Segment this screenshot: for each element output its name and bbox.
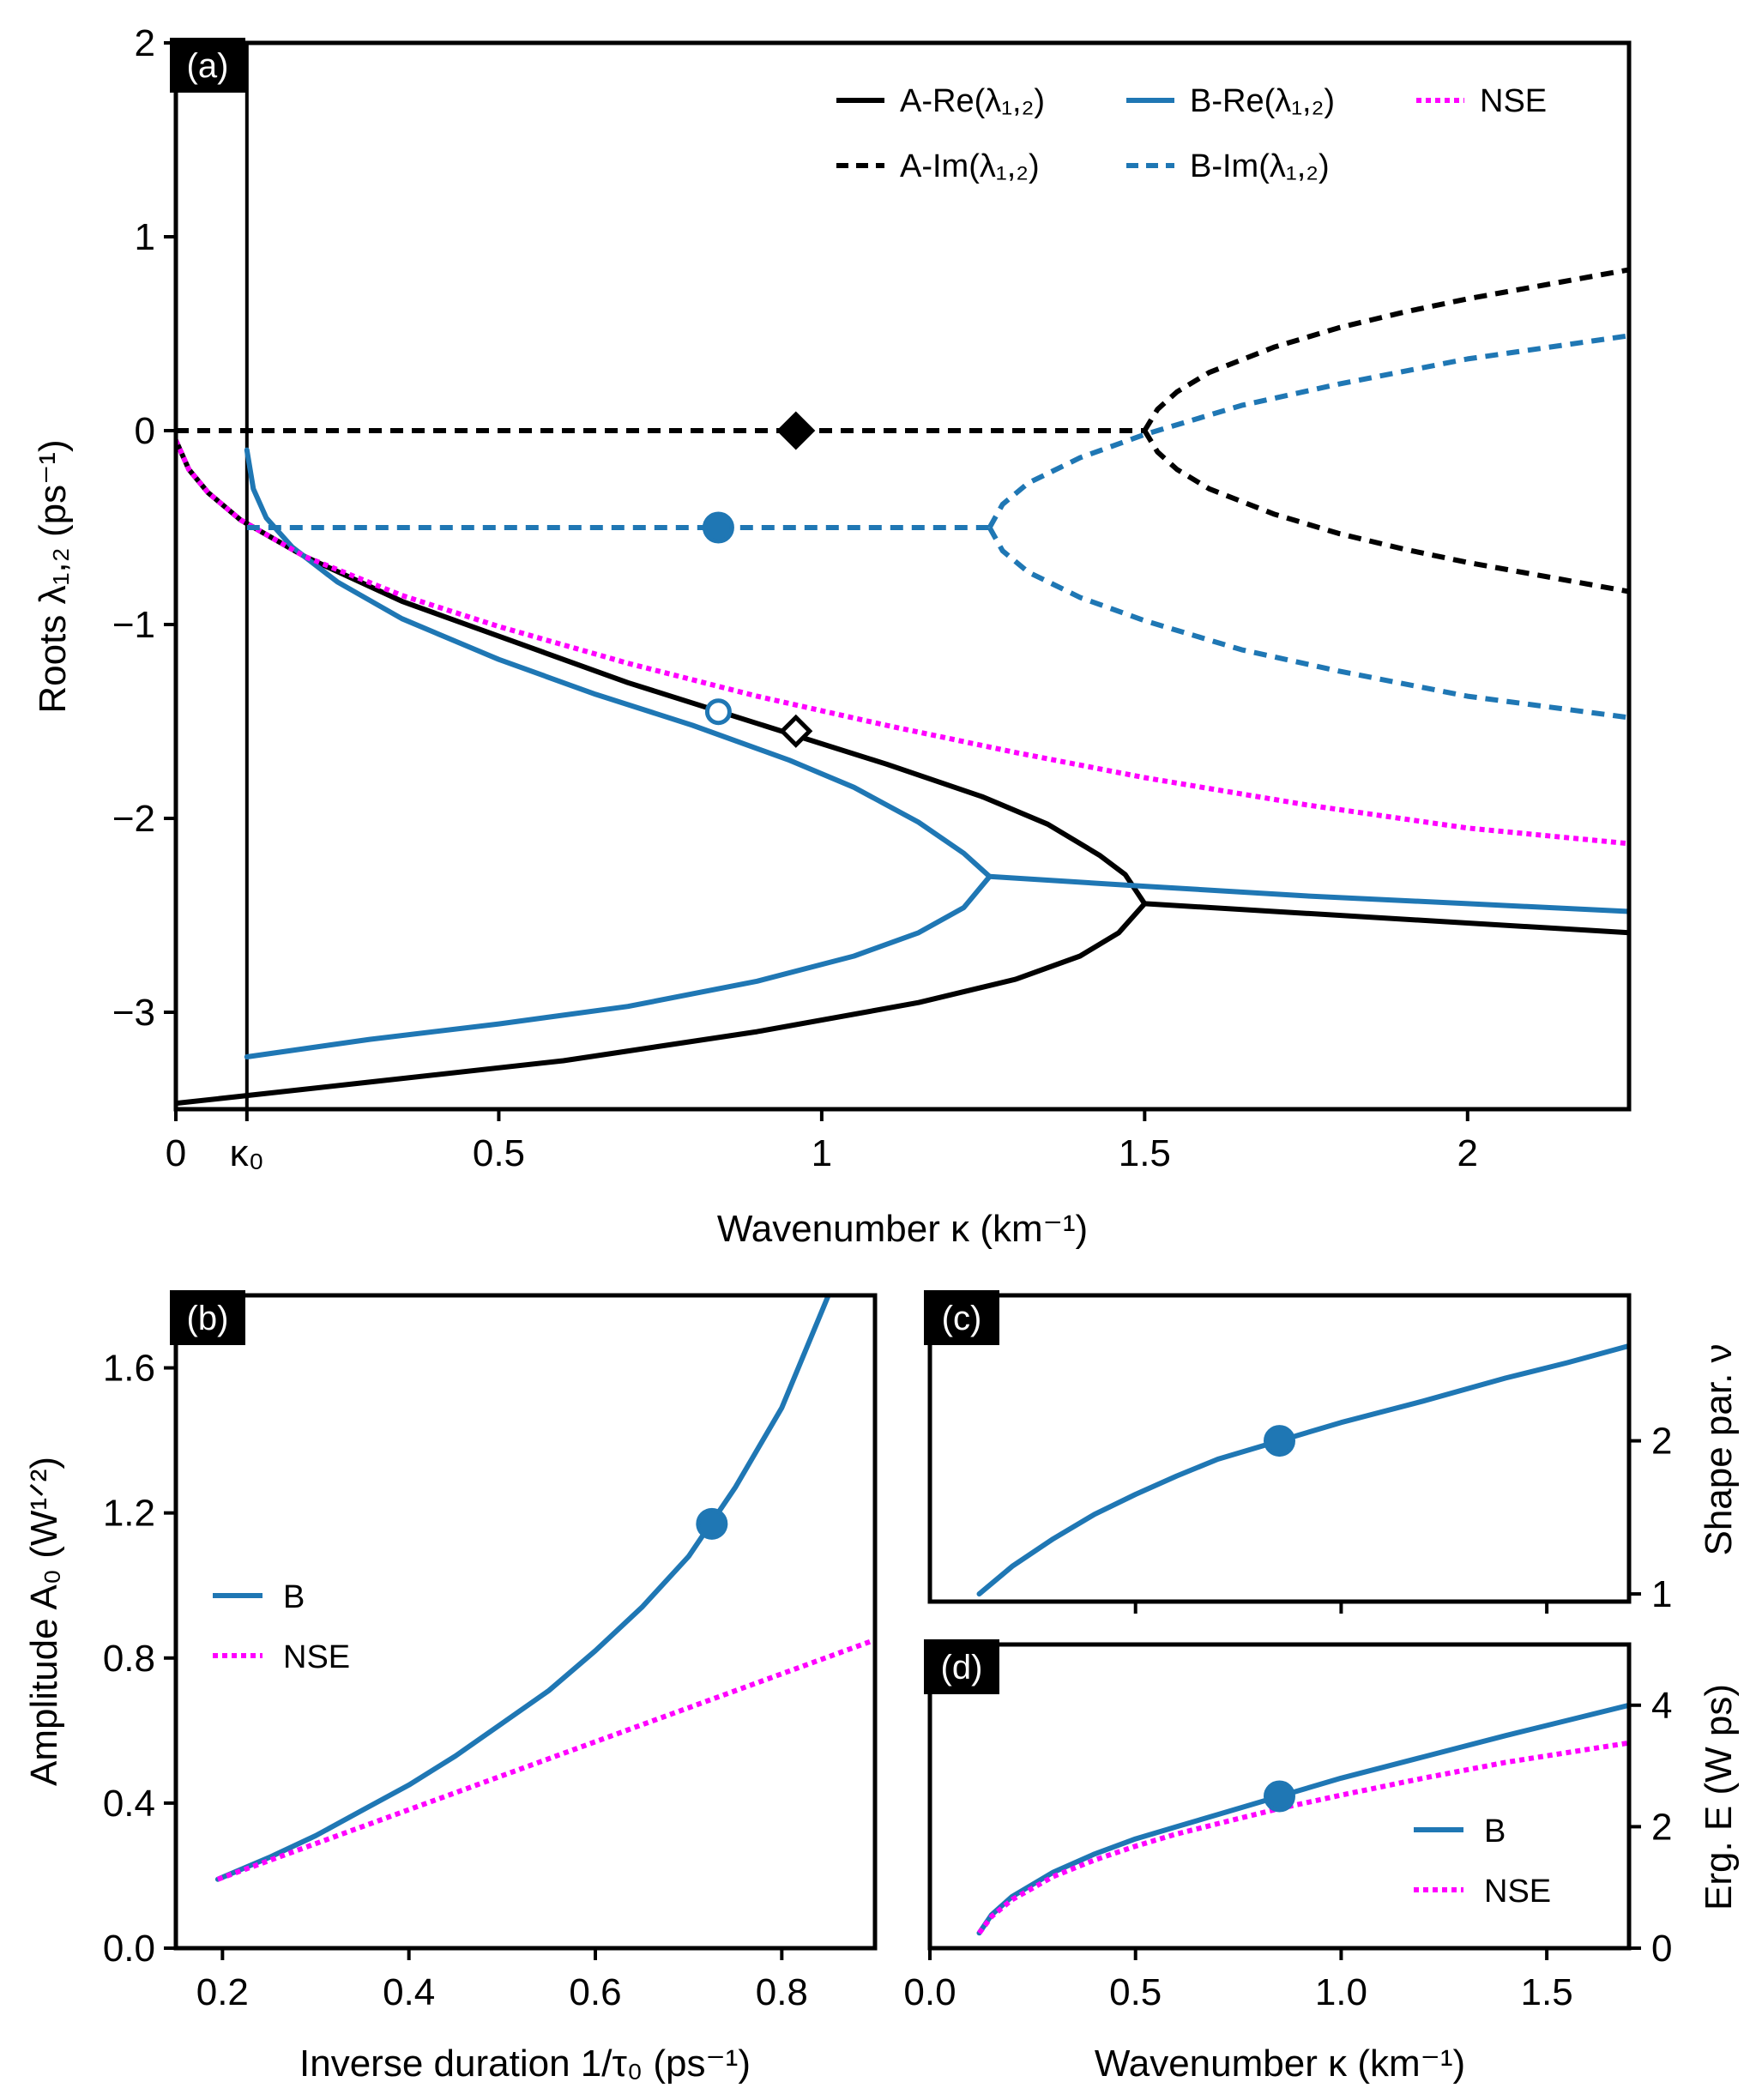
- panel-c-ylabel: Shape par. ν: [1698, 1343, 1740, 1555]
- ytick-label: 0.0: [103, 1928, 155, 1970]
- series-nse: [176, 439, 1629, 847]
- panel-b: 0.2 0.4 0.6 0.8 0.0 0.4 0.8 1.2 1.6 (b) Inverse …: [23, 1290, 878, 2085]
- panel-d-label: (d): [941, 1649, 983, 1687]
- ytick-label: 0.4: [103, 1783, 155, 1825]
- series-b: [976, 1343, 1629, 1597]
- a-im-marker: [776, 411, 816, 450]
- b-marker: [1264, 1425, 1295, 1457]
- panel-b-legend: B NSE: [213, 1579, 350, 1675]
- series-b: [976, 1702, 1629, 1936]
- b-re-marker: [704, 698, 732, 726]
- xtick-label: 0: [166, 1132, 186, 1174]
- panel-d-frame: [927, 1642, 1632, 1951]
- ytick-label: 0: [135, 410, 155, 452]
- series-b-re-lower: [244, 873, 993, 1059]
- panel-b-frame: [173, 1293, 878, 1951]
- xtick-label: 1.5: [1119, 1132, 1171, 1174]
- series-b: [214, 1295, 831, 1882]
- legend-label-nse: NSE: [1484, 1874, 1551, 1910]
- legend-label-nse: NSE: [283, 1639, 350, 1675]
- panel-c-label: (c): [942, 1300, 982, 1337]
- panel-d-xlabel: Wavenumber κ (km⁻¹): [1095, 2043, 1465, 2085]
- b-marker: [1264, 1780, 1295, 1813]
- panel-b-label: (b): [187, 1300, 229, 1337]
- series-nse: [977, 1740, 1629, 1935]
- ytick-label: 2: [135, 22, 155, 64]
- panel-d-label-box: [924, 1639, 999, 1694]
- panel-c-frame: [927, 1293, 1632, 1604]
- series-b-re-merged: [987, 873, 1629, 914]
- series-a-re-upper: [176, 438, 1148, 907]
- series-a-im-upper: [1142, 267, 1629, 432]
- xtick-label: 1.5: [1521, 1971, 1573, 2013]
- ytick-label: 1.6: [103, 1348, 155, 1390]
- series-b-im-upper: [987, 333, 1629, 529]
- panel-a-ylabel: Roots λ₁,₂ (ps⁻¹): [32, 439, 74, 713]
- ytick-label: 4: [1651, 1685, 1672, 1727]
- series-nse: [216, 1637, 875, 1882]
- panel-d-ylabel: Erg. E (W ps): [1698, 1684, 1740, 1910]
- xtick-label: 0.5: [473, 1132, 525, 1174]
- a-re-marker: [779, 714, 813, 748]
- xtick-label: 2: [1457, 1132, 1478, 1174]
- xtick-label: 0.8: [756, 1971, 808, 2013]
- xtick-label: 0.4: [383, 1971, 435, 2013]
- panel-c: 1 2 (c) Shape par. ν: [924, 1290, 1740, 1615]
- series-b-im-lower: [987, 526, 1629, 721]
- panel-a-label: (a): [187, 47, 229, 85]
- ytick-label: 1: [135, 216, 155, 258]
- b-marker: [696, 1507, 728, 1540]
- panel-d-legend: B NSE: [1414, 1813, 1551, 1910]
- xtick-label: 0.5: [1109, 1971, 1162, 2013]
- legend-label-b-re: B-Re(λ₁,₂): [1190, 83, 1335, 119]
- xtick-label: 1: [812, 1132, 832, 1174]
- ytick-label: 2: [1651, 1806, 1672, 1848]
- legend-label-a-re: A-Re(λ₁,₂): [900, 83, 1045, 119]
- ytick-label: 1: [1651, 1573, 1672, 1615]
- xtick-label: 0.0: [903, 1971, 956, 2013]
- legend-label-b-im: B-Im(λ₁,₂): [1190, 148, 1330, 184]
- ytick-label: −2: [112, 798, 155, 840]
- panel-b-ylabel: Amplitude A₀ (W¹ᐟ²): [23, 1457, 65, 1786]
- panel-b-label-box: [170, 1290, 245, 1345]
- ytick-label: 0: [1651, 1928, 1672, 1970]
- panel-a-label-box: [170, 38, 245, 93]
- series-a-im-lower: [1142, 429, 1629, 594]
- series-b-re-upper: [244, 447, 993, 879]
- legend-label-b: B: [1484, 1813, 1506, 1850]
- legend-label-b: B: [283, 1579, 305, 1615]
- ytick-label: 0.8: [103, 1638, 155, 1680]
- b-im-marker: [702, 511, 734, 544]
- series-a-re-lower: [176, 901, 1148, 1107]
- panel-c-label-box: [924, 1290, 999, 1345]
- panel-a-legend: A-Re(λ₁,₂) B-Re(λ₁,₂) NSE A-Im(λ₁,₂) B-I…: [836, 83, 1547, 184]
- ytick-label: −3: [112, 992, 155, 1034]
- ytick-label: 1.2: [103, 1493, 155, 1535]
- ytick-label: 2: [1651, 1421, 1672, 1463]
- xtick-label: 0.2: [196, 1971, 249, 2013]
- legend-label-nse: NSE: [1480, 83, 1547, 119]
- xtick-label: 1.0: [1315, 1971, 1367, 2013]
- panel-a-xlabel: Wavenumber κ (km⁻¹): [717, 1208, 1088, 1250]
- xtick-label: 0.6: [569, 1971, 621, 2013]
- xtick-label-kappa0: κ₀: [230, 1132, 264, 1174]
- ytick-label: −1: [112, 604, 155, 646]
- panel-a-frame: [173, 40, 1632, 1112]
- panel-b-xlabel: Inverse duration 1/τ₀ (ps⁻¹): [299, 2043, 751, 2085]
- series-a-re-merged: [1142, 901, 1629, 936]
- panel-a: 0 0.5 1 1.5 2 κ₀ 2 1 0 −1 −2 −3 (a) Wavenumber κ (k…: [32, 22, 1632, 1250]
- legend-label-a-im: A-Im(λ₁,₂): [900, 148, 1040, 184]
